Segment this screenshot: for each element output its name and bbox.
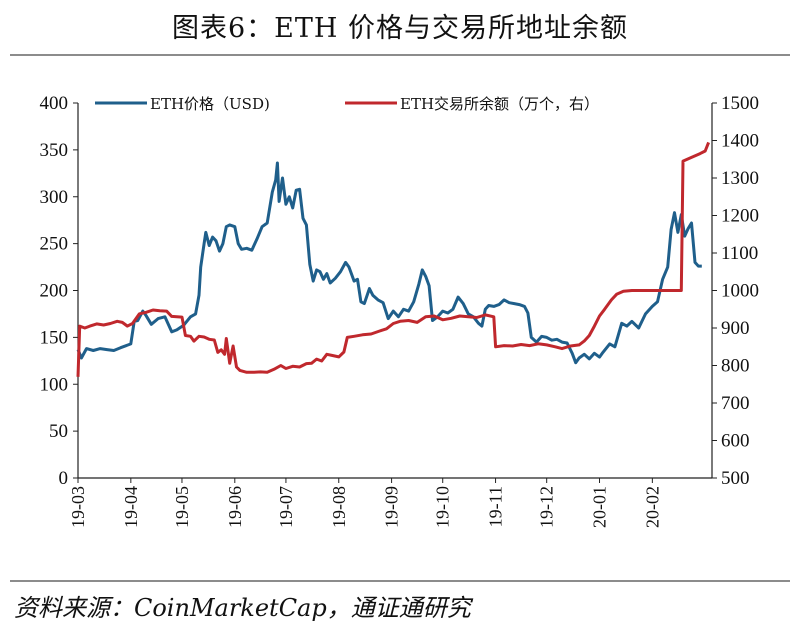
x-tick-label: 19-06: [225, 486, 245, 528]
y-left-tick-label: 100: [40, 374, 69, 395]
y-right-tick-label: 800: [721, 356, 750, 377]
x-tick-label: 20-01: [590, 486, 610, 528]
series-line-exchange-balance: [76, 141, 710, 377]
y-right-tick-label: 1100: [721, 243, 758, 264]
legend-label-eth-price: ETH价格（USD): [150, 95, 270, 113]
y-right-tick-label: 1400: [721, 131, 759, 152]
figure-title: 图表6：ETH 价格与交易所地址余额: [171, 13, 629, 44]
x-tick-label: 19-04: [121, 486, 141, 528]
x-tick-label: 19-11: [486, 486, 506, 527]
y-left-tick-label: 250: [40, 234, 69, 255]
y-right-tick-label: 600: [721, 431, 750, 452]
x-tick-label: 19-05: [172, 486, 192, 528]
chart: 0 50 100 150 200 250 300 350 400 500 600 700 800 900 1…: [40, 93, 760, 528]
y-left-tick-label: 300: [40, 187, 69, 208]
y-right-tick-label: 500: [721, 468, 750, 489]
y-right-tick-label: 1200: [721, 206, 759, 227]
x-tick-label: 19-08: [329, 486, 349, 528]
series-layer: [76, 141, 710, 377]
source-rule: [10, 580, 790, 582]
y-left-tick-label: 350: [40, 140, 69, 161]
legend: ETH价格（USD) ETH交易所余额（万个，右）: [95, 95, 599, 113]
y-right-tick-label: 1300: [721, 168, 759, 189]
y-right-tick-label: 900: [721, 318, 750, 339]
axes: 0 50 100 150 200 250 300 350 400 500 600 700 800 900 1…: [40, 93, 760, 528]
y-left-tick-label: 200: [40, 281, 69, 302]
x-tick-label: 19-09: [382, 486, 402, 528]
x-tick-label: 20-02: [642, 486, 662, 528]
series-line-eth-price: [76, 161, 702, 365]
x-tick-label: 19-07: [276, 486, 296, 528]
y-left-tick-label: 50: [49, 421, 68, 442]
x-tick-label: 19-10: [433, 486, 453, 528]
y-right-tick-label: 1500: [721, 93, 759, 114]
x-tick-label: 19-03: [68, 486, 88, 528]
title-rule: [10, 54, 790, 56]
y-right-tick-label: 700: [721, 393, 750, 414]
source-note: 资料来源：CoinMarketCap，通证通研究: [14, 594, 471, 622]
legend-label-exchange-balance: ETH交易所余额（万个，右）: [400, 95, 599, 113]
y-left-tick-label: 150: [40, 327, 69, 348]
x-tick-label: 19-12: [537, 486, 557, 528]
y-right-tick-label: 1000: [721, 281, 759, 302]
y-left-tick-label: 400: [40, 93, 69, 114]
y-left-tick-label: 0: [59, 468, 69, 489]
